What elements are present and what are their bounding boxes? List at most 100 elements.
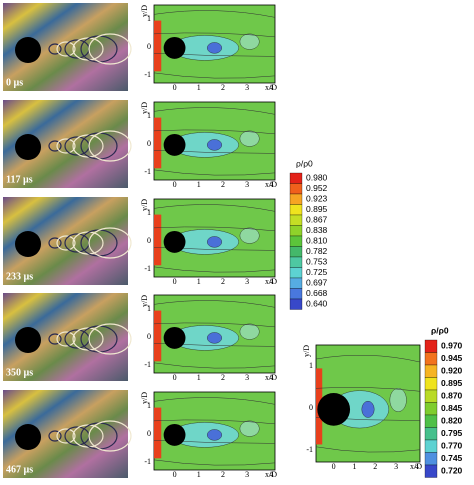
fringe-ring bbox=[48, 237, 62, 249]
x-tick-label: 1 bbox=[197, 277, 201, 286]
cylinder bbox=[317, 392, 351, 426]
y-tick-label: 1 bbox=[309, 361, 313, 370]
x-tick-label: 1 bbox=[197, 83, 201, 92]
x-axis-label: x/D bbox=[265, 470, 277, 479]
contour-line bbox=[315, 354, 421, 363]
x-axis-label: x/D bbox=[265, 373, 277, 382]
y-tick-label: -1 bbox=[144, 70, 151, 79]
contour-line bbox=[315, 446, 421, 453]
colorbar-swatch bbox=[289, 288, 303, 300]
y-tick-label: 1 bbox=[147, 401, 151, 410]
x-tick-label: 0 bbox=[173, 83, 177, 92]
colorbar-label: 0.640 bbox=[306, 299, 328, 309]
x-tick-label: 3 bbox=[245, 83, 249, 92]
colorbar-label: 0.970 bbox=[441, 341, 463, 351]
fringe-ring bbox=[48, 430, 62, 442]
y-tick-label: 0 bbox=[147, 42, 151, 51]
vortex-ring bbox=[239, 420, 260, 437]
colorbar-swatch bbox=[424, 389, 438, 403]
y-axis-label: y/D bbox=[302, 345, 311, 357]
y-axis-label: y/D bbox=[140, 199, 149, 211]
fringe-ring bbox=[48, 140, 62, 152]
contour-line bbox=[153, 129, 276, 135]
x-tick-label: 4 bbox=[415, 462, 419, 471]
colorbar-label: 0.845 bbox=[441, 403, 463, 413]
x-tick-label: 3 bbox=[245, 277, 249, 286]
contour-line bbox=[153, 107, 276, 115]
colorbar-label: 0.952 bbox=[306, 183, 328, 193]
inflow-region bbox=[154, 214, 162, 266]
fringe-ring bbox=[72, 231, 104, 255]
fringe-ring bbox=[48, 43, 62, 55]
vortex-core bbox=[207, 332, 222, 344]
colorbar-label: 0.725 bbox=[306, 267, 328, 277]
x-tick-label: 0 bbox=[173, 180, 177, 189]
x-tick-label: 4 bbox=[269, 83, 273, 92]
contour-line bbox=[153, 226, 276, 232]
y-tick-label: -1 bbox=[144, 360, 151, 369]
y-tick-label: 1 bbox=[147, 111, 151, 120]
time-label: 0 µs bbox=[6, 77, 23, 88]
colorbar-label: 0.895 bbox=[306, 204, 328, 214]
x-tick-label: 0 bbox=[332, 462, 336, 471]
fringe-ring bbox=[88, 323, 132, 355]
colorbar-label: 0.945 bbox=[441, 353, 463, 363]
x-tick-label: 4 bbox=[269, 277, 273, 286]
x-tick-label: 2 bbox=[221, 180, 225, 189]
vortex-ring bbox=[239, 323, 260, 340]
contour-line bbox=[153, 204, 276, 212]
colorbar-swatch bbox=[289, 277, 303, 289]
fringe-ring bbox=[72, 37, 104, 61]
time-label: 117 µs bbox=[6, 174, 33, 185]
x-tick-label: 3 bbox=[245, 373, 249, 382]
y-tick-label: 0 bbox=[309, 403, 313, 412]
y-tick-label: -1 bbox=[144, 167, 151, 176]
x-tick-label: 2 bbox=[221, 373, 225, 382]
colorbar-label: 0.870 bbox=[441, 391, 463, 401]
fringe-ring bbox=[72, 424, 104, 448]
fringe-ring bbox=[56, 138, 76, 154]
colorbar-label: 0.770 bbox=[441, 441, 463, 451]
y-tick-label: 0 bbox=[147, 236, 151, 245]
x-tick-label: 4 bbox=[269, 470, 273, 479]
x-tick-label: 0 bbox=[173, 373, 177, 382]
y-tick-label: -1 bbox=[306, 445, 313, 454]
colorbar-title: ρ/ρ0 bbox=[431, 325, 449, 335]
colorbar-label: 0.782 bbox=[306, 246, 328, 256]
fringe-ring bbox=[56, 41, 76, 57]
colorbar-swatch bbox=[289, 193, 303, 205]
colorbar-label: 0.920 bbox=[441, 366, 463, 376]
colorbar-swatch bbox=[289, 172, 303, 184]
y-axis-label: y/D bbox=[140, 5, 149, 17]
x-axis-label: x/D bbox=[265, 277, 277, 286]
vortex-ring bbox=[239, 227, 260, 244]
contour-line bbox=[153, 419, 276, 425]
cylinder bbox=[163, 230, 186, 253]
x-tick-label: 1 bbox=[197, 180, 201, 189]
contour-line bbox=[153, 459, 276, 466]
y-axis-label: y/D bbox=[140, 392, 149, 404]
x-axis-label: x/D bbox=[265, 180, 277, 189]
colorbar-label: 0.867 bbox=[306, 215, 328, 225]
fringe-ring bbox=[88, 130, 132, 162]
fringe-ring bbox=[88, 33, 132, 65]
vortex-core bbox=[207, 429, 222, 441]
x-tick-label: 3 bbox=[394, 462, 398, 471]
cylinder bbox=[163, 326, 186, 349]
inflow-region bbox=[154, 407, 162, 459]
cylinder bbox=[163, 36, 186, 59]
y-tick-label: -1 bbox=[144, 264, 151, 273]
colorbar-swatch bbox=[289, 204, 303, 216]
x-axis-label: x/D bbox=[410, 462, 422, 471]
x-tick-label: 0 bbox=[173, 277, 177, 286]
vortex-core bbox=[207, 236, 222, 248]
colorbar-label: 0.753 bbox=[306, 257, 328, 267]
x-tick-label: 4 bbox=[269, 373, 273, 382]
colorbar-title: ρ/ρ0 bbox=[296, 158, 313, 168]
contour-line bbox=[315, 387, 421, 392]
y-axis-label: y/D bbox=[140, 102, 149, 114]
colorbar-swatch bbox=[424, 339, 438, 353]
colorbar-label: 0.820 bbox=[441, 416, 463, 426]
